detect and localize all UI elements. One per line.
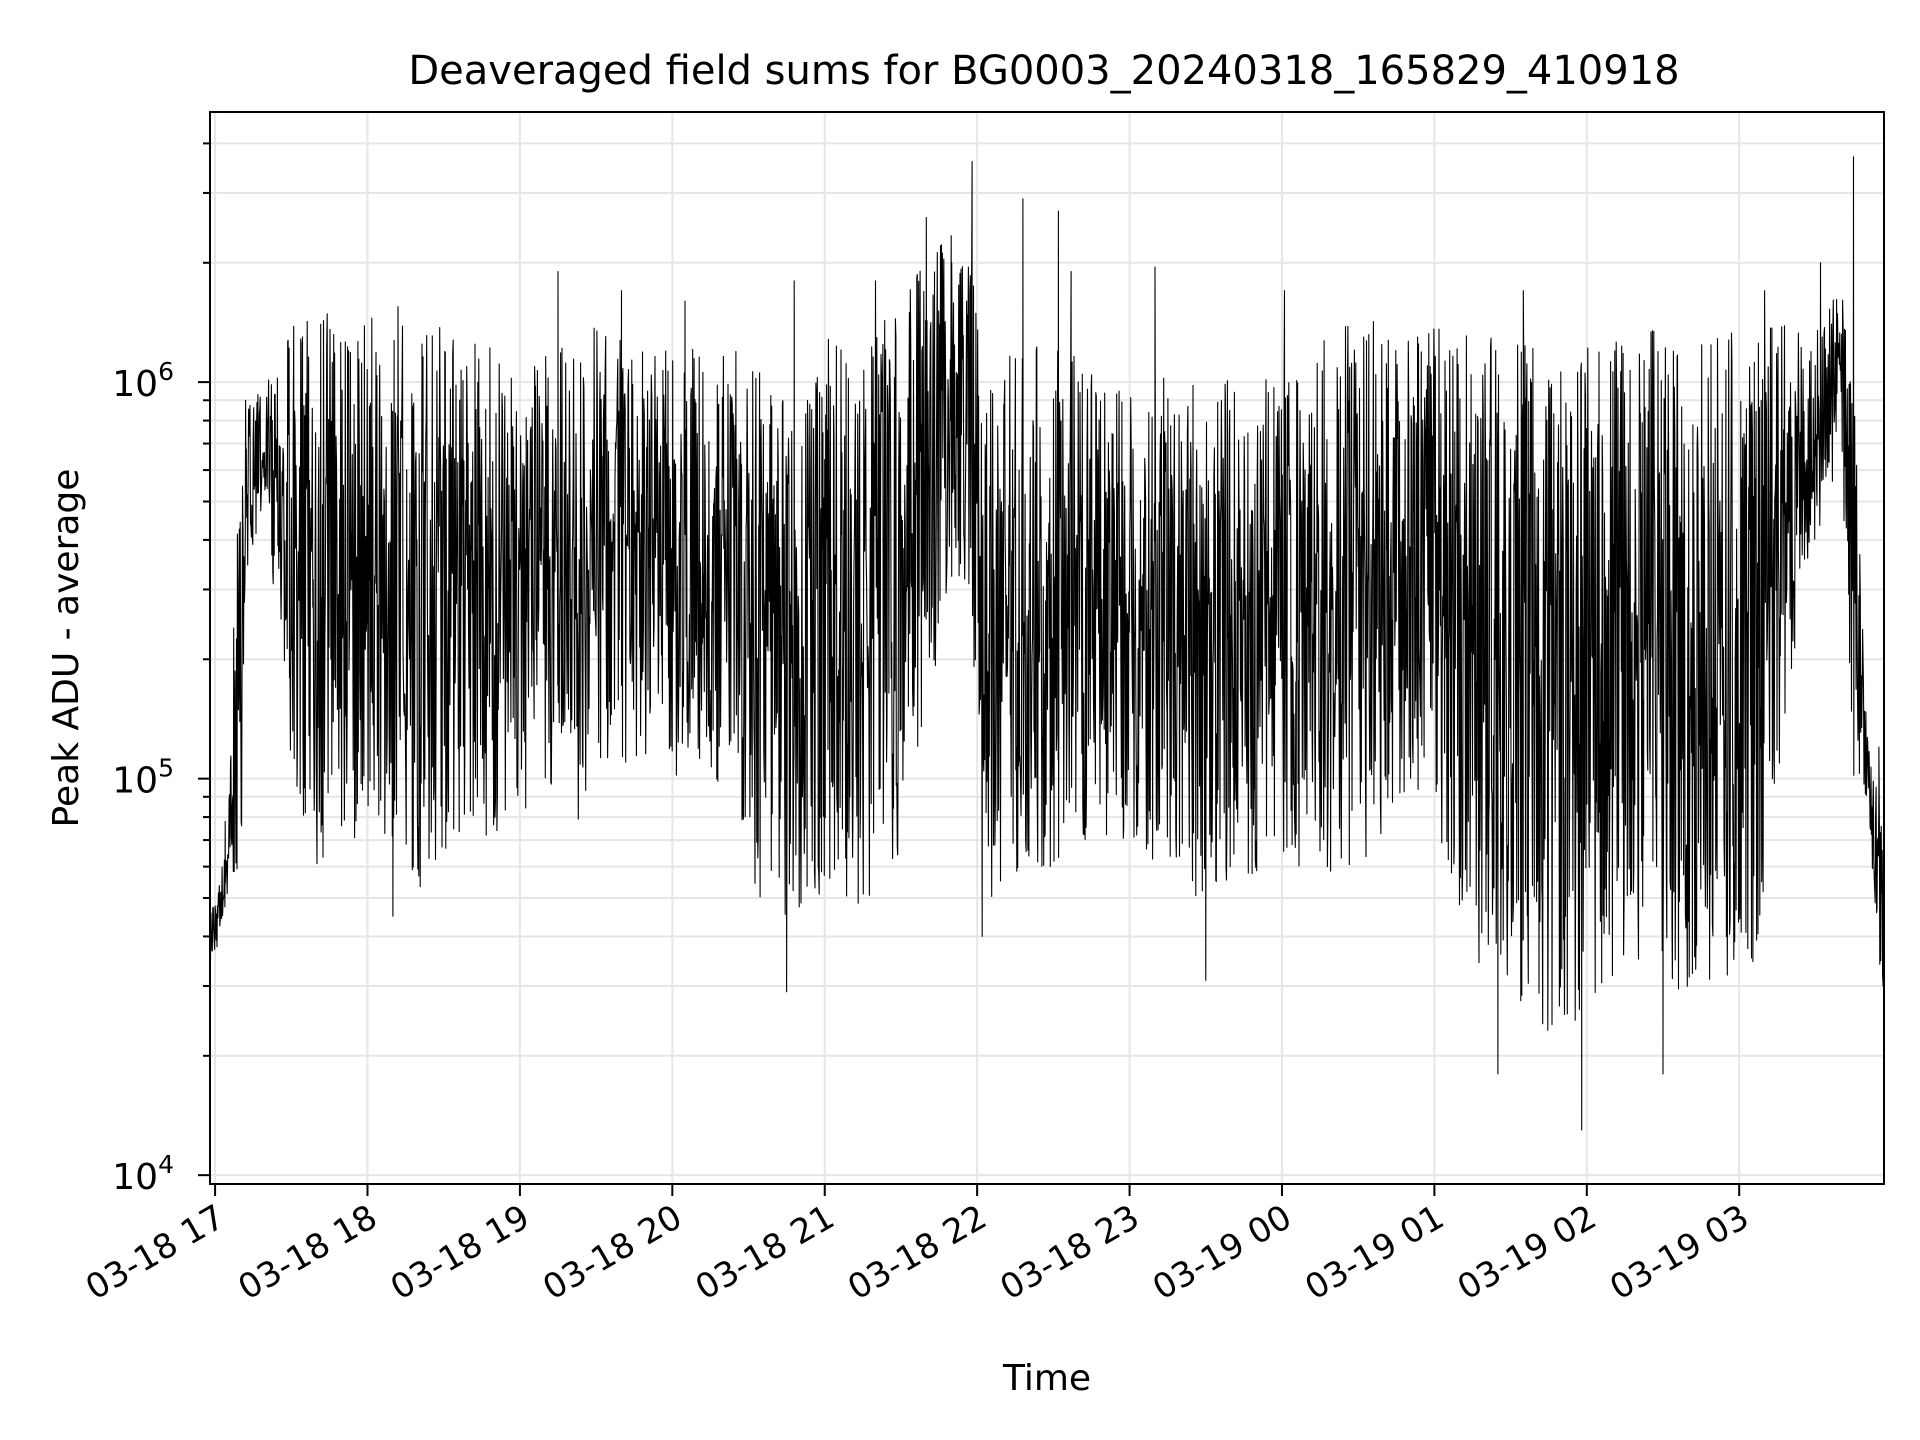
- y-axis-label: Peak ADU - average: [46, 469, 87, 828]
- plot-area-frame: [209, 111, 1885, 1185]
- y-tick-label: 104: [112, 1150, 174, 1198]
- x-axis-label: Time: [1002, 1358, 1091, 1399]
- y-axis: 104 105 106: [112, 142, 210, 1198]
- y-tick-label: 105: [112, 754, 174, 802]
- series-line-path: [209, 156, 1885, 1144]
- chart-title: Deaveraged field sums for BG0003_2024031…: [408, 48, 1679, 94]
- series-line: [209, 156, 1885, 1144]
- y-tick-label: 106: [112, 357, 174, 405]
